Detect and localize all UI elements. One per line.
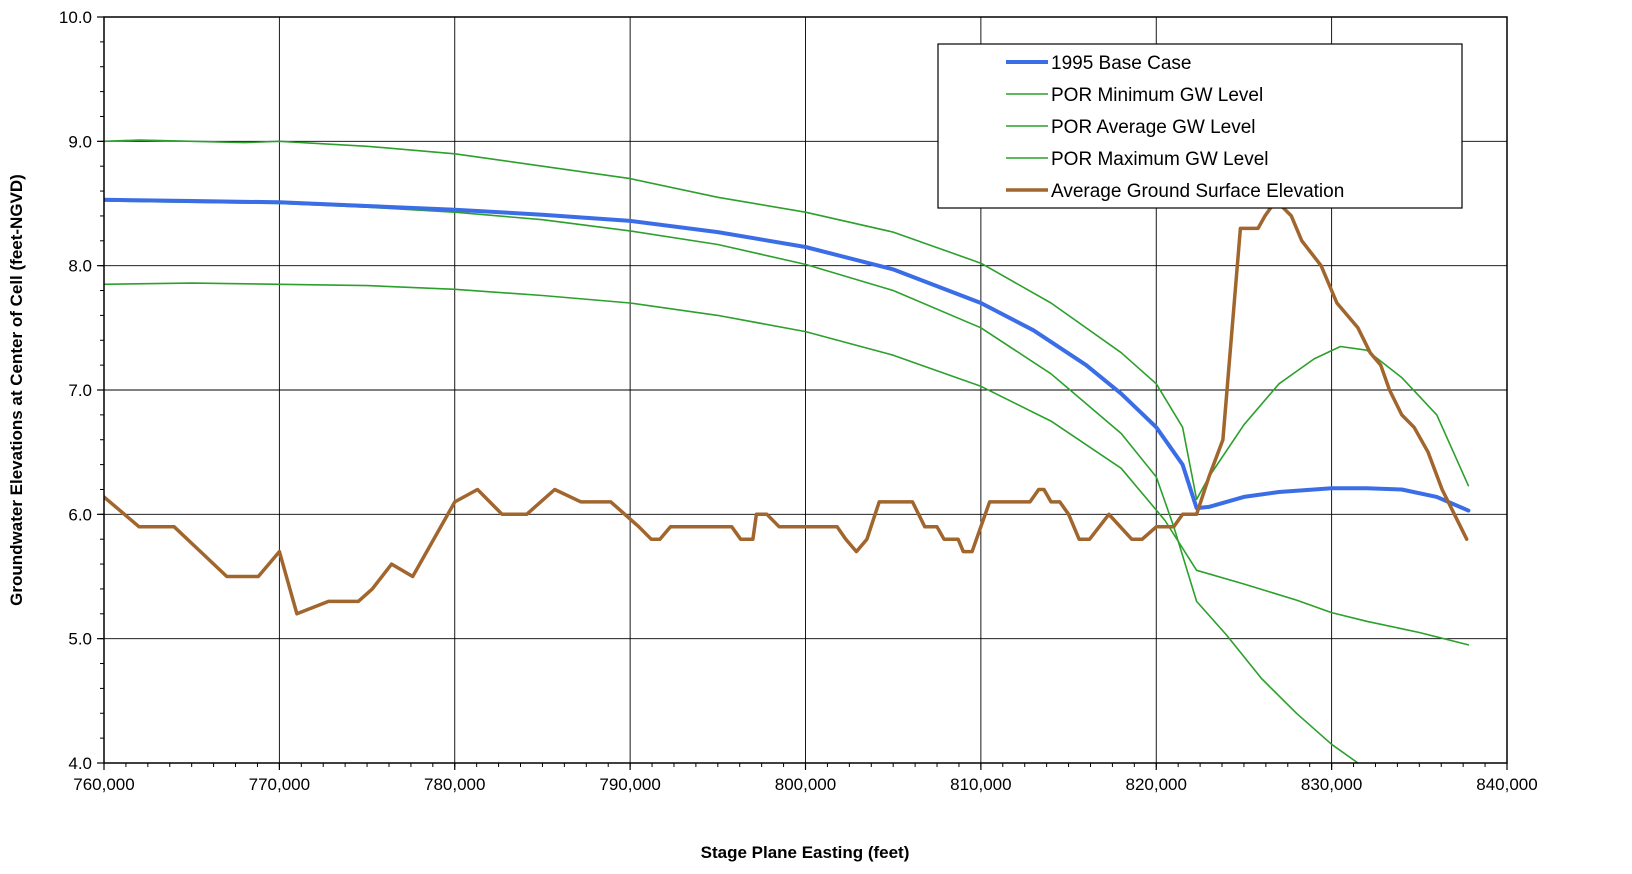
series-layer (104, 139, 1471, 763)
series-line-0 (104, 197, 1471, 513)
axis-ticks (97, 16, 1508, 770)
legend-label-0: 1995 Base Case (1051, 53, 1192, 74)
x-tick-label: 820,000 (1126, 775, 1187, 794)
x-tick-label: 800,000 (775, 775, 836, 794)
y-axis-tick-labels: 4.0 5.0 6.0 7.0 8.0 9.0 10.0 (59, 8, 92, 773)
legend: 1995 Base Case POR Minimum GW Level POR Av… (937, 43, 1463, 209)
series-line-1 (104, 282, 1470, 646)
series-line-3 (104, 139, 1470, 501)
y-tick-label: 7.0 (68, 381, 92, 400)
x-tick-label: 760,000 (73, 775, 134, 794)
y-tick-label: 8.0 (68, 257, 92, 276)
x-tick-label: 810,000 (950, 775, 1011, 794)
x-tick-label: 840,000 (1476, 775, 1537, 794)
x-tick-label: 780,000 (424, 775, 485, 794)
x-axis-tick-labels: 760,000 770,000 780,000 790,000 800,000 810,0… (73, 775, 1537, 794)
legend-label-4: Average Ground Surface Elevation (1051, 181, 1344, 202)
y-axis-title: Groundwater Elevations at Center of Cell… (7, 174, 26, 606)
legend-label-2: POR Average GW Level (1051, 117, 1256, 138)
y-tick-label: 5.0 (68, 630, 92, 649)
legend-label-1: POR Minimum GW Level (1051, 85, 1263, 106)
series-line-4 (104, 201, 1469, 616)
x-tick-label: 830,000 (1301, 775, 1362, 794)
x-axis-title: Stage Plane Easting (feet) (701, 843, 910, 862)
y-tick-label: 9.0 (68, 132, 92, 151)
legend-label-3: POR Maximum GW Level (1051, 149, 1268, 170)
y-tick-label: 10.0 (59, 8, 92, 27)
y-tick-label: 6.0 (68, 505, 92, 524)
x-tick-label: 790,000 (599, 775, 660, 794)
series-line-2 (104, 200, 1359, 763)
y-tick-label: 4.0 (68, 754, 92, 773)
x-tick-label: 770,000 (249, 775, 310, 794)
